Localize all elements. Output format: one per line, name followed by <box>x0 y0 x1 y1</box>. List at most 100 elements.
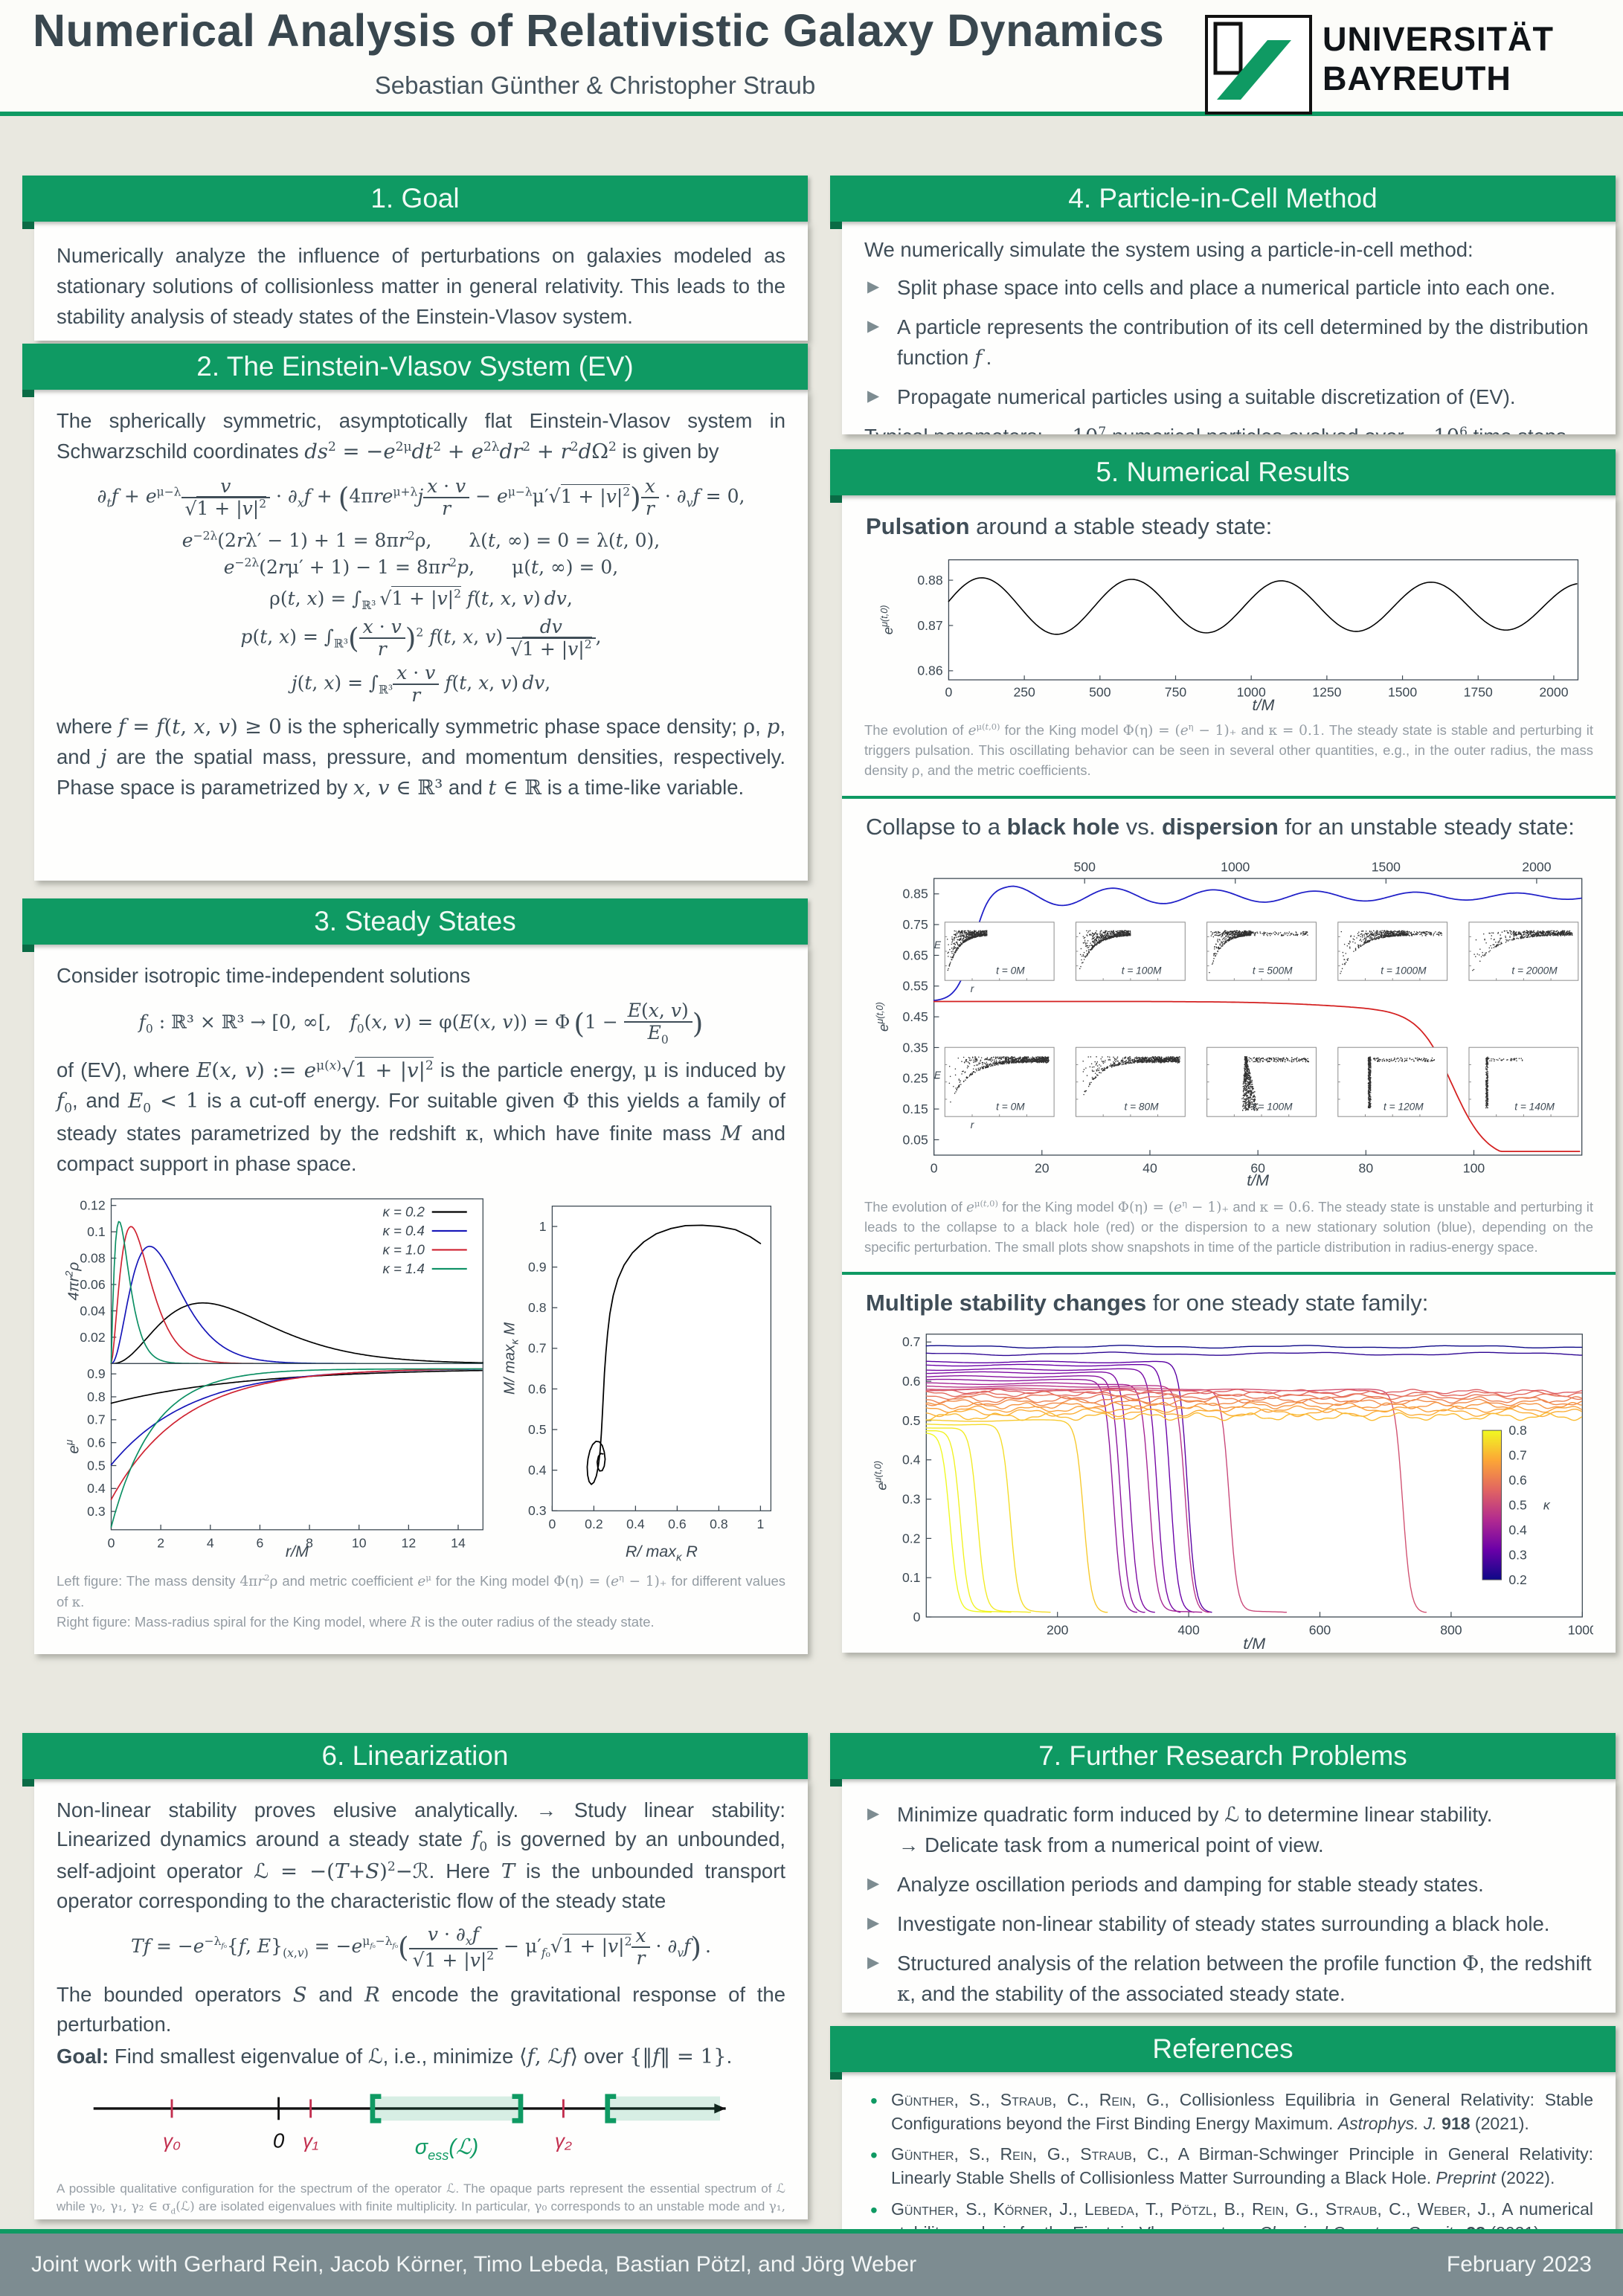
svg-text:0.65: 0.65 <box>903 948 928 962</box>
svg-text:0.4: 0.4 <box>87 1481 106 1496</box>
pic-bullet-item: A particle represents the contribution o… <box>864 312 1593 373</box>
svg-text:0.05: 0.05 <box>903 1132 928 1147</box>
section-goal-header: 1. Goal <box>22 176 808 229</box>
svg-text:t = 1000M: t = 1000M <box>1381 965 1427 976</box>
svg-text:0.06: 0.06 <box>80 1277 106 1292</box>
svg-text:12: 12 <box>402 1535 417 1550</box>
svg-text:0.4: 0.4 <box>528 1463 547 1478</box>
svg-text:0.15: 0.15 <box>903 1102 928 1116</box>
svg-text:4: 4 <box>207 1535 214 1550</box>
reference-item: Günther, S., Straub, C., Rein, G., Colli… <box>864 2087 1593 2135</box>
svg-text:0.1: 0.1 <box>87 1224 106 1239</box>
svg-text:eμ​: eμ​ <box>63 1439 83 1453</box>
field-equation-2: e−2λ(2rμ′ + 1) − 1 = 8πr2p, μ(t, ∞) = 0, <box>223 556 619 579</box>
research-bullet-item: Structured analysis of the relation betw… <box>864 1949 1593 2010</box>
svg-text:r: r <box>971 983 975 994</box>
snapshot-inset: t = 0M Er <box>934 1046 1055 1131</box>
university-logo <box>1205 15 1312 115</box>
svg-text:40: 40 <box>1142 1161 1157 1176</box>
svg-text:t/M: t/M <box>1247 1171 1269 1189</box>
svg-text:0.2: 0.2 <box>1508 1572 1527 1587</box>
further-bullet-list: Minimize quadratic form induced by ℒ to … <box>864 1800 1593 2010</box>
svg-text:κ = 0.2: κ = 0.2 <box>383 1204 425 1220</box>
svg-text:0.8: 0.8 <box>1508 1423 1527 1438</box>
svg-text:0.1: 0.1 <box>902 1570 921 1585</box>
svg-text:0.75: 0.75 <box>903 917 928 932</box>
svg-text:0.5: 0.5 <box>902 1413 921 1428</box>
pic-bullet-list: Split phase space into cells and place a… <box>864 273 1593 413</box>
svg-text:0.88: 0.88 <box>917 573 942 588</box>
svg-text:800: 800 <box>1440 1622 1462 1637</box>
svg-text:0: 0 <box>931 1161 938 1176</box>
svg-text:0.6: 0.6 <box>528 1381 547 1396</box>
svg-text:0.8: 0.8 <box>528 1300 547 1315</box>
svg-text:0.6: 0.6 <box>902 1374 921 1389</box>
svg-text:0.45: 0.45 <box>903 1009 928 1024</box>
svg-text:κ = 1.0: κ = 1.0 <box>383 1241 425 1257</box>
svg-text:0.4: 0.4 <box>902 1453 921 1467</box>
lin-para1: Non-linear stability proves elusive anal… <box>57 1798 786 1912</box>
svg-text:E: E <box>934 1070 942 1081</box>
svg-text:0.86: 0.86 <box>917 663 942 678</box>
svg-text:M/ maxκ​ M: M/ maxκ​ M <box>501 1322 520 1395</box>
svg-text:0.3: 0.3 <box>902 1491 921 1506</box>
rho-equation: ρ(t, x) = ∫ℝ³ √1 + |v|2 f(t, x, v) dv, <box>269 585 573 612</box>
svg-text:0.5: 0.5 <box>87 1458 106 1473</box>
collapse-heading: Collapse to a black hole vs. dispersion … <box>866 813 1575 840</box>
svg-text:t = 100M: t = 100M <box>1253 1101 1293 1112</box>
svg-text:r: r <box>971 1119 975 1131</box>
svg-text:1000: 1000 <box>1568 1622 1593 1637</box>
snapshot-inset: t = 2000M <box>1468 922 1579 981</box>
svg-text:κ = 0.4: κ = 0.4 <box>383 1223 425 1238</box>
svg-text:0: 0 <box>913 1610 921 1624</box>
svg-text:400: 400 <box>1177 1622 1200 1637</box>
spectrum-caption: A possible qualitative configuration for… <box>57 2181 786 2219</box>
svg-text:0.35: 0.35 <box>903 1040 928 1055</box>
section-pic-method-header: 4. Particle-in-Cell Method <box>830 176 1616 229</box>
svg-text:1000: 1000 <box>1237 685 1266 700</box>
ev-intro: The spherically symmetric, asymptoticall… <box>57 409 785 463</box>
svg-text:t = 100M: t = 100M <box>1122 965 1162 976</box>
snapshot-inset: t = 80M <box>1075 1046 1186 1117</box>
svg-text:0.3: 0.3 <box>87 1504 106 1519</box>
section-numerical-results: 5. Numerical Results Pulsation around a … <box>830 449 1616 1653</box>
svg-text:100: 100 <box>1463 1161 1485 1176</box>
poster-authors: Sebastian Günther & Christopher Straub <box>374 71 816 99</box>
spectrum-diagram: γ₀ 0 γ₁ γ₂ σess(ℒ) <box>93 2093 726 2163</box>
pic-bullet-item: Propagate numerical particles using a su… <box>864 382 1593 413</box>
pic-bullet-item: Split phase space into cells and place a… <box>864 273 1593 303</box>
svg-text:r/M: r/M <box>286 1542 309 1560</box>
snapshot-inset: t = 120M <box>1337 1046 1448 1117</box>
svg-text:t = 140M: t = 140M <box>1514 1101 1555 1112</box>
svg-text:0.9: 0.9 <box>87 1366 106 1381</box>
svg-text:R/ maxκ​ R: R/ maxκ​ R <box>626 1542 698 1562</box>
poster-title: Numerical Analysis of Relativistic Galax… <box>33 5 1165 56</box>
svg-text:500: 500 <box>1089 685 1111 700</box>
svg-text:σess(ℒ): σess(ℒ) <box>415 2135 478 2163</box>
lin-para2: The bounded operators S and R encode the… <box>57 1982 785 2036</box>
svg-text:E: E <box>934 939 942 951</box>
svg-text:0.3: 0.3 <box>528 1503 547 1518</box>
pulsation-plot: 0 250 500 750 1000 1250 1500 1750 2000 0.86 0.87 0.… <box>879 559 1579 714</box>
footer-accent-line <box>0 2229 1623 2234</box>
svg-text:10: 10 <box>352 1535 367 1550</box>
snapshot-inset: t = 140M <box>1468 1046 1579 1117</box>
vlasov-equation: ∂tf + eμ−λ v √1 + |v|2 · ∂xf + (4πreμ+λj x … <box>97 475 745 520</box>
pic-outro: Typical parameters: ∼ 107 numerical part… <box>864 424 1572 434</box>
svg-text:1000: 1000 <box>1221 859 1250 874</box>
svg-text:2: 2 <box>157 1535 164 1550</box>
svg-text:γ₁: γ₁ <box>303 2131 318 2152</box>
svg-text:0.04: 0.04 <box>80 1303 106 1318</box>
steady-body: of (EV), where E(x, v) := eμ(x)√1 + |v|2… <box>57 1057 785 1176</box>
svg-text:0: 0 <box>273 2129 285 2152</box>
svg-text:0.08: 0.08 <box>80 1251 106 1266</box>
pic-intro: We numerically simulate the system using… <box>864 238 1473 261</box>
svg-text:γ₂: γ₂ <box>555 2131 572 2152</box>
svg-text:t/M: t/M <box>1243 1634 1265 1653</box>
svg-text:600: 600 <box>1309 1622 1331 1637</box>
svg-text:0.12: 0.12 <box>80 1198 105 1213</box>
f0-equation: f0 : ℝ³ × ℝ³ → [0, ∞[, f0(x, v) = φ(E(x,… <box>138 999 704 1046</box>
svg-text:t = 0M: t = 0M <box>996 1101 1025 1112</box>
svg-text:0.7: 0.7 <box>1508 1447 1527 1462</box>
